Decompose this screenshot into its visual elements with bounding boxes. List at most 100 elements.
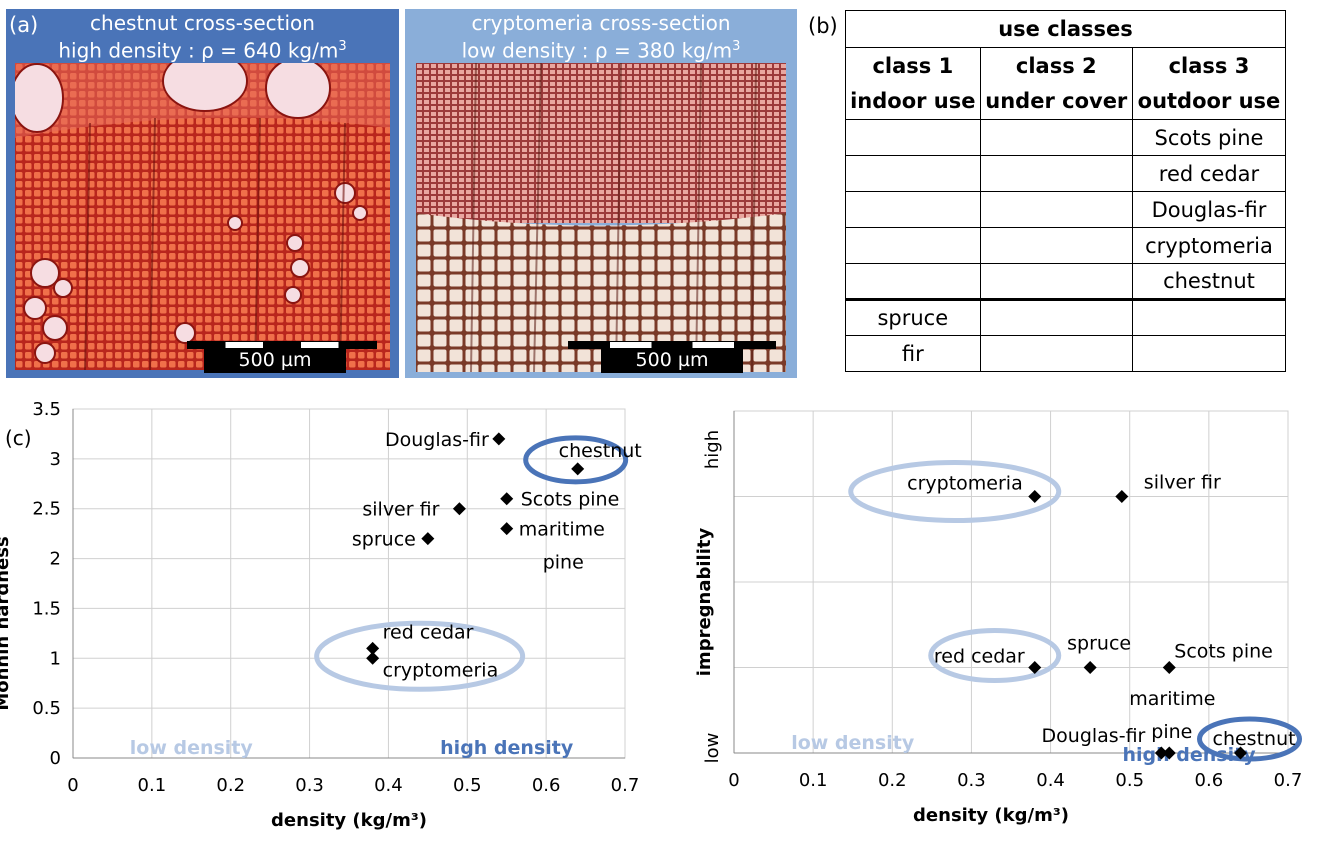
- x-tick-label: 0.7: [1274, 770, 1303, 791]
- point-cryptomeria: [1028, 490, 1042, 503]
- x-tick-label: 0.2: [216, 775, 245, 796]
- point-label-red-cedar: red cedar: [383, 621, 474, 643]
- y-tick-label: 1.5: [32, 598, 61, 619]
- point-label-maritime-pine: maritime pine: [519, 519, 605, 574]
- table-row: red cedar: [845, 155, 1287, 192]
- table-cell-class1: [845, 263, 981, 300]
- impregnability-chart-svg: 0 0.1 0.2 0.3 0.4 0.5 0.6 0.7 low high density (kg…: [694, 410, 1303, 826]
- table-cell-class1: [845, 191, 981, 228]
- point-chestnut: [1234, 746, 1248, 760]
- chestnut-panel: (a) chestnut cross-section high density …: [6, 9, 399, 378]
- y-axis-title: impregnability: [694, 528, 715, 677]
- panel-b-tag: (b): [808, 14, 838, 38]
- table-cell-class3: Douglas-fir: [1131, 191, 1287, 228]
- table-cell-class1: [845, 155, 981, 192]
- x-tick-label: 0.1: [138, 775, 167, 796]
- x-tick-label: 0.2: [878, 770, 907, 791]
- y-tick-label: 0: [50, 748, 61, 769]
- point-silver-fir: [1115, 490, 1129, 503]
- y-tick-label: 0.5: [32, 698, 61, 719]
- x-tick-label: 0.5: [1115, 770, 1144, 791]
- x-tick-label: 0.3: [295, 775, 324, 796]
- y-tick-label: 3.5: [32, 399, 61, 420]
- point-label-chestnut: chestnut: [559, 440, 642, 462]
- col-header-class1-line1: class 1: [845, 47, 981, 84]
- chestnut-caption: chestnut cross-section high density : ρ …: [6, 12, 399, 63]
- cryptomeria-panel: cryptomeria cross-section low density : …: [405, 9, 797, 378]
- hardness-chart-svg: 0 0.1 0.2 0.3 0.4 0.5 0.6 0.7 0 0.5 1 1.5 2 2.5 3 3.5 de…: [0, 399, 642, 831]
- point-chestnut: [571, 462, 585, 476]
- x-tick-label: 0.7: [611, 775, 640, 796]
- use-classes-title: use classes: [845, 10, 1286, 48]
- chestnut-scalebar-label: 500 µm: [204, 348, 346, 373]
- x-axis-title: density (kg/m³): [271, 810, 427, 831]
- x-tick-label: 0: [728, 770, 739, 791]
- hardness-chart: 0 0.1 0.2 0.3 0.4 0.5 0.6 0.7 0 0.5 1 1.5 2 2.5 3 3.5 de…: [0, 395, 650, 841]
- table-row: fir: [845, 335, 1287, 372]
- x-tick-label: 0.1: [799, 770, 828, 791]
- table-cell-class1: [845, 227, 981, 264]
- x-tick-label: 0.5: [453, 775, 482, 796]
- use-classes-table: use classes class 1 class 2 class 3 indo…: [845, 10, 1287, 372]
- y-tick-label: 1: [50, 648, 61, 669]
- table-row: cryptomeria: [845, 227, 1287, 264]
- point-spruce: [421, 532, 435, 546]
- point-scots-pine: [1162, 661, 1176, 674]
- table-row: Douglas-fir: [845, 191, 1287, 228]
- chestnut-highlight-ellipse: [1197, 716, 1303, 762]
- point-maritime-pine: [1162, 746, 1176, 760]
- high-density-annotation: high density: [440, 737, 574, 759]
- table-row: Scots pine: [845, 119, 1287, 156]
- low-density-highlight-ellipse: [314, 620, 526, 692]
- table-cell-class1: [845, 119, 981, 156]
- col-header-class3-line2: outdoor use: [1131, 83, 1287, 120]
- table-row: spruce: [845, 298, 1287, 336]
- col-header-class1-line2: indoor use: [845, 83, 981, 120]
- table-cell-class3: [1131, 335, 1287, 372]
- point-label-scots-pine: Scots pine: [1174, 641, 1273, 663]
- col-header-class2-line2: under cover: [979, 83, 1133, 120]
- table-cell-class1: spruce: [845, 298, 981, 336]
- point-label-red-cedar: red cedar: [934, 646, 1025, 668]
- table-cell-class2: [979, 155, 1133, 192]
- point-cryptomeria: [366, 651, 380, 665]
- y-tick-label: 3: [50, 449, 61, 470]
- point-douglas-fir: [492, 432, 506, 446]
- point-maritime-pine: [500, 522, 514, 536]
- table-cell-class3: red cedar: [1131, 155, 1287, 192]
- red-cedar-highlight-ellipse: [928, 628, 1062, 683]
- table-cell-class2: [979, 191, 1133, 228]
- table-cell-class2: [979, 263, 1133, 300]
- y-tick-label: 2: [50, 549, 61, 570]
- table-cell-class2: [979, 227, 1133, 264]
- point-label-silver-fir: silver fir: [1144, 472, 1221, 494]
- cryptomeria-highlight-ellipse: [848, 460, 1062, 523]
- y-tick-label-high: high: [702, 430, 723, 469]
- point-label-cryptomeria: cryptomeria: [383, 659, 499, 681]
- low-density-annotation: low density: [791, 732, 915, 754]
- cryptomeria-caption: cryptomeria cross-section low density : …: [405, 12, 797, 63]
- point-label-douglas-fir: Douglas-fir: [1042, 725, 1146, 747]
- table-cell-class3: [1131, 298, 1287, 336]
- low-density-annotation: low density: [130, 737, 254, 759]
- x-tick-label: 0.6: [1195, 770, 1224, 791]
- plot-area: [72, 408, 626, 759]
- grid: [72, 408, 626, 759]
- point-scots-pine: [500, 492, 514, 506]
- chestnut-micrograph: [15, 63, 390, 370]
- point-label-chestnut: chestnut: [1213, 728, 1296, 750]
- panel-a-tag: (a): [9, 13, 39, 37]
- x-tick-label: 0.4: [1036, 770, 1065, 791]
- table-cell-class2: [979, 335, 1133, 372]
- point-silver-fir: [452, 502, 466, 516]
- x-tick-label: 0.3: [957, 770, 986, 791]
- table-cell-class3: cryptomeria: [1131, 227, 1287, 264]
- point-label-silver-fir: silver fir: [362, 499, 439, 521]
- table-cell-class3: Scots pine: [1131, 119, 1287, 156]
- table-cell-class2: [979, 298, 1133, 336]
- table-cell-class3: chestnut: [1131, 263, 1287, 300]
- chestnut-highlight-ellipse: [523, 435, 629, 485]
- panel-c-tag: (c): [5, 426, 32, 450]
- cryptomeria-micrograph: [416, 63, 786, 372]
- high-density-annotation: high density: [1123, 744, 1257, 766]
